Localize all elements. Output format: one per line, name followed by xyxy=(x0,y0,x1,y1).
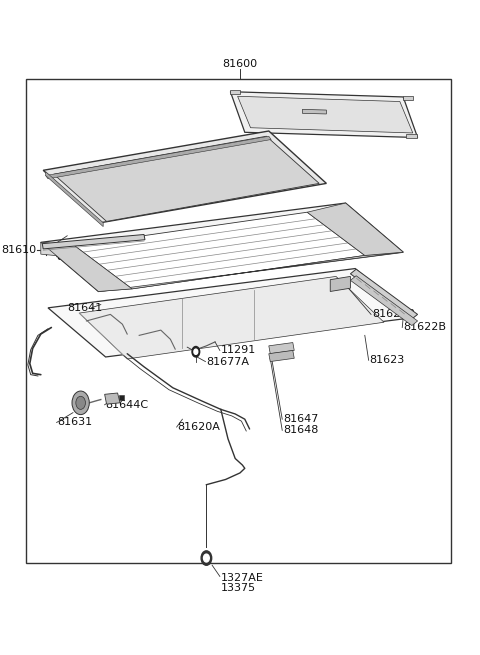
Polygon shape xyxy=(41,242,132,291)
Text: 81620A: 81620A xyxy=(178,422,220,432)
Text: 81622B: 81622B xyxy=(403,322,446,333)
Text: 81621B: 81621B xyxy=(372,309,415,320)
Text: 1327AE: 1327AE xyxy=(221,572,264,583)
Polygon shape xyxy=(41,242,74,257)
Polygon shape xyxy=(230,90,240,94)
Polygon shape xyxy=(307,203,403,255)
Polygon shape xyxy=(43,131,326,223)
Polygon shape xyxy=(269,350,294,362)
Polygon shape xyxy=(98,252,403,291)
Circle shape xyxy=(76,396,85,409)
Text: 81647: 81647 xyxy=(283,414,319,424)
Text: 81613: 81613 xyxy=(57,252,92,262)
Polygon shape xyxy=(105,393,120,404)
Polygon shape xyxy=(269,343,294,354)
Text: 81641: 81641 xyxy=(67,303,102,313)
Polygon shape xyxy=(238,96,413,133)
Bar xyxy=(26,79,451,563)
Circle shape xyxy=(204,554,209,562)
Polygon shape xyxy=(350,276,418,326)
Polygon shape xyxy=(41,203,403,291)
Text: 13375: 13375 xyxy=(221,583,256,593)
Polygon shape xyxy=(350,269,418,319)
Polygon shape xyxy=(406,134,417,138)
Polygon shape xyxy=(74,212,365,289)
Polygon shape xyxy=(119,395,124,400)
Text: 81648: 81648 xyxy=(283,425,319,436)
Circle shape xyxy=(72,391,89,415)
Text: 81623: 81623 xyxy=(370,355,405,365)
Text: 81677A: 81677A xyxy=(206,356,250,367)
Polygon shape xyxy=(330,276,350,291)
Circle shape xyxy=(194,349,198,354)
Polygon shape xyxy=(54,136,319,221)
Text: 81600: 81600 xyxy=(222,59,258,69)
Text: 11291: 11291 xyxy=(221,345,256,356)
Polygon shape xyxy=(48,269,413,357)
Circle shape xyxy=(201,551,212,565)
Polygon shape xyxy=(79,276,384,359)
Polygon shape xyxy=(42,234,145,249)
Text: 81610: 81610 xyxy=(1,245,36,255)
Circle shape xyxy=(192,346,200,357)
Polygon shape xyxy=(302,109,326,114)
Text: 81666: 81666 xyxy=(346,113,381,123)
Polygon shape xyxy=(46,136,271,179)
Text: 81631: 81631 xyxy=(58,417,93,428)
Polygon shape xyxy=(403,96,413,100)
Polygon shape xyxy=(46,172,103,227)
Polygon shape xyxy=(230,92,418,138)
Text: 81644C: 81644C xyxy=(106,400,149,410)
